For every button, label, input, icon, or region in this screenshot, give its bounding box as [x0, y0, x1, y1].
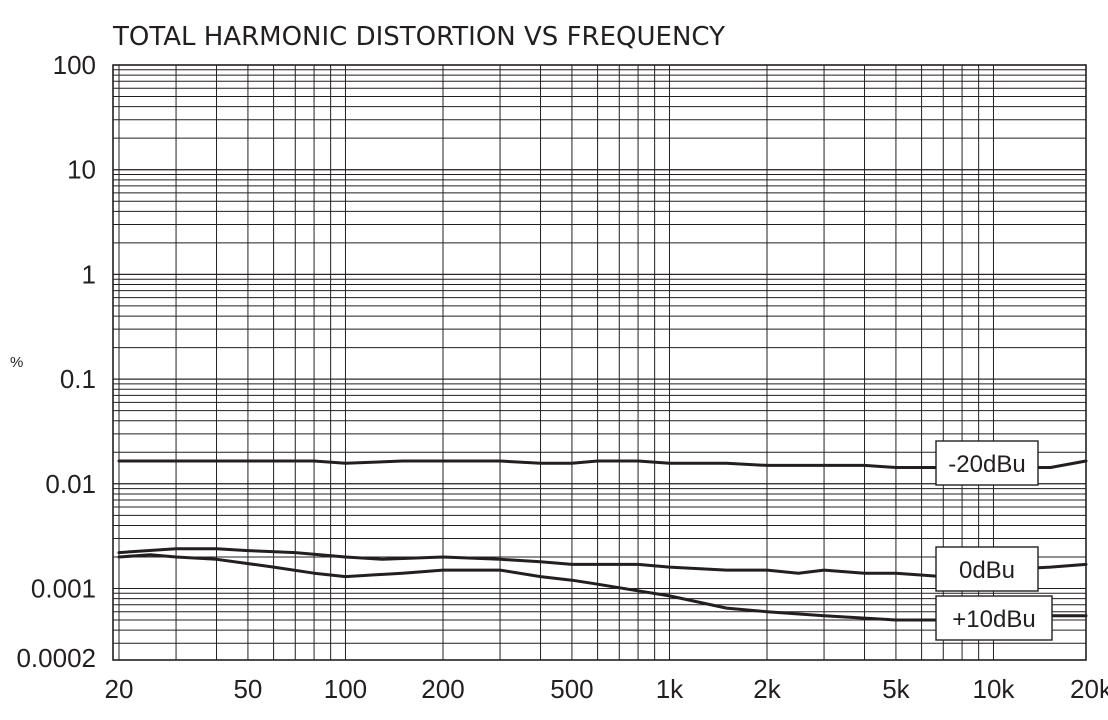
series-line: [117, 553, 1088, 622]
plot-frame: [112, 64, 1087, 661]
x-tick-label: 100: [324, 674, 367, 704]
chart-title: TOTAL HARMONIC DISTORTION VS FREQUENCY: [113, 22, 725, 52]
y-tick-label: 0.1: [60, 364, 96, 394]
x-tick-label: 10k: [973, 674, 1016, 704]
y-tick-label: 0.01: [45, 469, 96, 499]
series-labels: -20dBu 0dBu +10dBu: [935, 440, 1053, 641]
series-label-box: [935, 440, 1039, 486]
x-tick-label: 500: [550, 674, 593, 704]
y-tick-label: 0.0002: [16, 643, 96, 673]
series-label: 0dBu: [959, 557, 1015, 584]
y-axis-ticks: 100 10 1 0.1 0.01 0.001 0.0002: [16, 50, 96, 673]
series-line: [117, 459, 1088, 469]
y-tick-label: 1: [82, 259, 96, 289]
x-tick-label: 5k: [882, 674, 910, 704]
x-tick-label: 20k: [1070, 674, 1108, 704]
series-label-box: [935, 546, 1039, 592]
series-line: [117, 547, 1088, 579]
series-label: -20dBu: [948, 451, 1025, 478]
y-tick-label: 10: [67, 155, 96, 185]
x-axis-ticks: 20 50 100 200 500 1k 2k 5k 10k 20k: [105, 674, 1108, 704]
y-axis-unit: %: [10, 354, 23, 371]
x-tick-label: 1k: [656, 674, 684, 704]
x-tick-label: 50: [233, 674, 262, 704]
x-tick-label: 200: [421, 674, 464, 704]
x-tick-label: 20: [105, 674, 134, 704]
series-lines: [117, 459, 1088, 622]
x-tick-label: 2k: [753, 674, 781, 704]
series-label: +10dBu: [952, 606, 1035, 633]
y-tick-label: 100: [53, 50, 96, 80]
y-tick-label: 0.001: [31, 574, 96, 604]
grid-lines: [113, 65, 1086, 660]
series-label-box: [935, 595, 1053, 641]
